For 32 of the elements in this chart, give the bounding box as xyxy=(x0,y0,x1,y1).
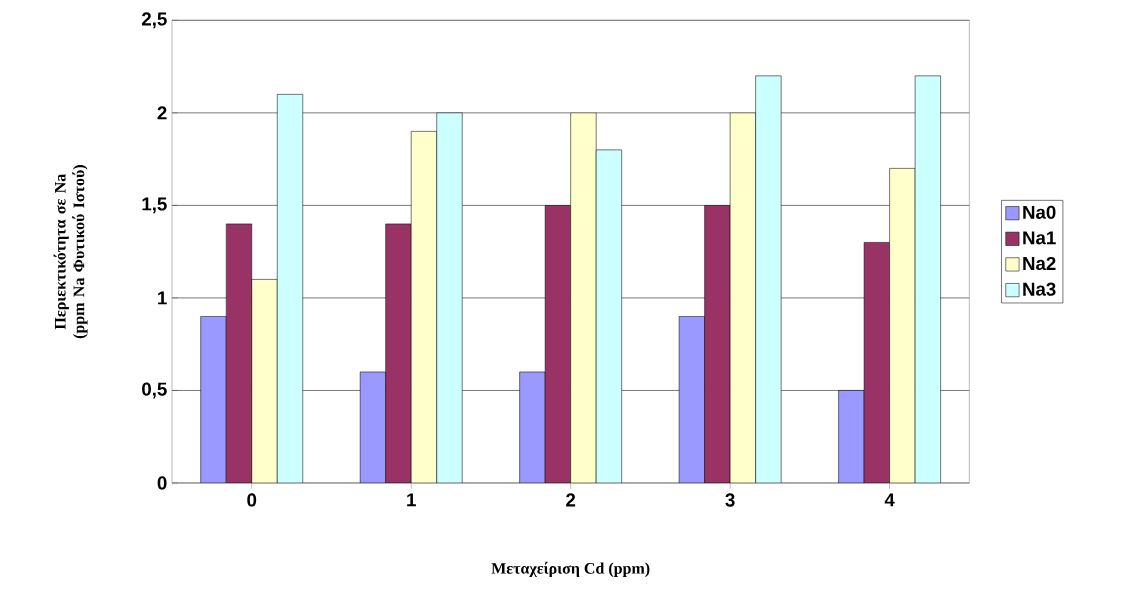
bar xyxy=(570,112,597,483)
x-tick-label: 3 xyxy=(725,493,735,507)
bar xyxy=(863,242,890,483)
bar xyxy=(914,75,941,483)
bar xyxy=(385,223,412,483)
bar xyxy=(595,149,622,483)
legend-label: Na3 xyxy=(1023,282,1056,296)
x-tick-label: 1 xyxy=(407,493,416,507)
x-tick-label: 2 xyxy=(566,493,576,507)
y-tick-label: 0 xyxy=(157,476,167,490)
y-tick-label: 0,5 xyxy=(142,382,167,399)
x-axis-title: Μεταχείριση Cd (ppm) xyxy=(491,561,650,578)
bar xyxy=(729,112,756,483)
bar xyxy=(276,94,304,483)
legend-label: Na0 xyxy=(1023,205,1056,219)
y-tick-label: 1 xyxy=(158,291,167,305)
bar xyxy=(436,112,463,483)
bar xyxy=(704,205,731,483)
y-tick-label: 1,5 xyxy=(142,197,167,214)
y-axis-title: Περιεκτικότητα σε Na (ppm Na Φυτικού Ιστού) xyxy=(53,165,88,339)
x-tick-label: 4 xyxy=(884,493,895,507)
legend-label: Na2 xyxy=(1023,256,1056,271)
bar xyxy=(544,205,571,483)
bar xyxy=(889,168,916,483)
bar xyxy=(410,131,437,483)
y-tick-label: 2,5 xyxy=(142,12,167,29)
bar xyxy=(755,75,782,483)
bar xyxy=(225,223,253,483)
x-tick-label: 0 xyxy=(247,493,257,507)
bar xyxy=(251,279,278,483)
y-tick-label: 2 xyxy=(157,106,167,120)
legend-label: Na1 xyxy=(1023,231,1056,245)
